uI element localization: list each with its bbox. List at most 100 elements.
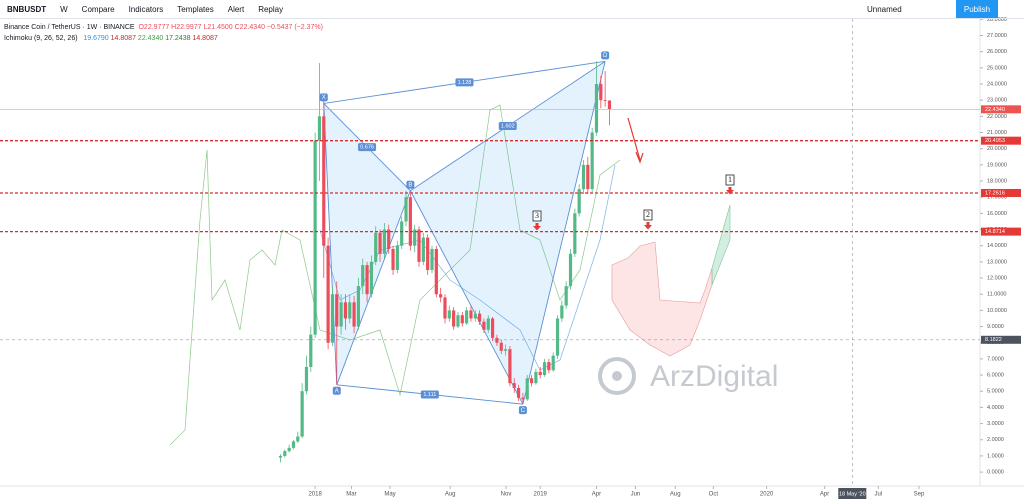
ratio-box — [498, 122, 517, 131]
y-tick-label: 7.0000 — [987, 356, 1004, 362]
x-tick-label: Jun — [631, 492, 641, 498]
pattern-point-box — [332, 386, 341, 395]
candle-body — [309, 334, 313, 367]
level-tag — [981, 136, 1021, 145]
y-tick-label: 5.0000 — [987, 389, 1004, 395]
candle-body — [300, 391, 304, 437]
pattern-line — [323, 103, 338, 385]
compare-button[interactable]: Compare — [81, 4, 115, 14]
candle-body — [382, 229, 386, 254]
level-tag — [981, 188, 1021, 197]
publish-button[interactable]: Publish — [956, 0, 998, 18]
y-tick-label: 19.0000 — [987, 162, 1007, 168]
marker-label: 1 — [728, 175, 732, 184]
candle-body — [495, 337, 499, 343]
candle-body — [573, 213, 577, 254]
candle-body — [343, 302, 348, 319]
templates-button[interactable]: Templates — [177, 4, 214, 14]
marker-arrow — [726, 187, 734, 195]
candle-body — [452, 310, 456, 327]
candle-body — [499, 342, 503, 351]
candle-body — [538, 371, 542, 376]
indicators-button[interactable]: Indicators — [128, 4, 164, 14]
candle-body — [365, 265, 369, 295]
y-tick-label: 2.0000 — [987, 437, 1004, 443]
marker-box — [532, 210, 542, 222]
y-tick-label: 14.0000 — [987, 243, 1007, 249]
candle-body — [590, 132, 594, 190]
candle-body — [534, 371, 538, 384]
candle-body — [460, 315, 464, 324]
y-tick-label: 18.0000 — [987, 178, 1007, 184]
y-tick-label: 13.0000 — [987, 259, 1007, 265]
y-tick-label: 9.0000 — [987, 324, 1004, 330]
candle-body — [339, 302, 343, 327]
pattern-point-label: X — [322, 95, 326, 101]
alert-button[interactable]: Alert — [227, 4, 245, 14]
candle-body — [465, 310, 469, 324]
candle-body — [352, 302, 356, 327]
interval[interactable]: W — [60, 4, 68, 14]
level-tag — [981, 227, 1021, 236]
layout-name[interactable]: Unnamed — [867, 4, 902, 14]
candle-body — [486, 318, 490, 330]
symbol[interactable]: BNBUSDT — [7, 4, 47, 14]
legend: Binance Coin / TetherUS · 1W · BINANCE O… — [4, 22, 323, 44]
indicator-name: Ichimoku (9, 26, 52, 26) — [4, 35, 78, 42]
candle-body — [430, 248, 434, 270]
marker-arrow — [533, 223, 541, 231]
y-tick-label: 4.0000 — [987, 405, 1004, 411]
y-tick-label: 12.0000 — [987, 276, 1007, 282]
pattern-point-label: D — [603, 53, 608, 59]
candle-body — [469, 310, 473, 319]
pattern-fill — [410, 61, 606, 405]
candle-body — [447, 310, 451, 319]
y-tick-label: 22.0000 — [987, 114, 1007, 120]
y-tick-label: 24.0000 — [987, 81, 1007, 87]
candle-body — [374, 232, 378, 262]
candle-body — [278, 455, 283, 458]
candle-body — [317, 116, 322, 141]
y-tick-label: 27.0000 — [987, 33, 1007, 39]
candle-body — [322, 116, 326, 246]
candle-body — [356, 286, 361, 327]
level-tag-label: 17.2616 — [985, 190, 1005, 196]
y-tick-label: 1.0000 — [987, 453, 1004, 459]
pattern-point-box — [518, 406, 527, 415]
candle-body — [413, 229, 417, 246]
change: −0.5437 (−2.37%) — [266, 24, 323, 31]
y-tick-label: 20.0000 — [987, 146, 1007, 152]
watermark-logo — [598, 357, 636, 395]
candle-body — [335, 294, 339, 327]
candle-body — [361, 265, 365, 287]
y-tick-label: 23.0000 — [987, 98, 1007, 104]
marker-arrow — [644, 222, 652, 230]
toolbar: BNBUSDT W Compare Indicators Templates A… — [0, 0, 1024, 19]
candle-body — [516, 388, 521, 398]
candle-body — [369, 261, 373, 295]
y-tick-label: 11.0000 — [987, 292, 1006, 298]
candle-body — [283, 451, 287, 456]
candle-body — [408, 197, 412, 246]
candle-body — [473, 313, 477, 319]
candle-body — [547, 362, 551, 371]
candle-body — [378, 232, 382, 254]
candle-body — [594, 84, 599, 133]
crosshair-x-tag — [838, 488, 867, 499]
candle-body — [564, 286, 568, 306]
legend-row: Binance Coin / TetherUS · 1W · BINANCE O… — [4, 22, 323, 33]
marker-box — [725, 174, 735, 186]
candle-body — [348, 302, 352, 319]
last-price-tag-label: 22.4340 — [985, 107, 1005, 113]
candle-body — [542, 362, 547, 376]
marker-label: 3 — [535, 211, 539, 220]
candle-body — [434, 248, 438, 295]
candle-body — [529, 378, 534, 384]
replay-button[interactable]: Replay — [258, 4, 284, 14]
candle-body — [439, 294, 443, 298]
pattern-point-label: B — [408, 182, 412, 188]
x-tick-label: Mar — [346, 492, 356, 498]
ratio-label: 1.111 — [423, 392, 436, 398]
indicator-value: 14.8087 — [110, 35, 136, 42]
watermark: ArzDigital — [650, 360, 778, 393]
